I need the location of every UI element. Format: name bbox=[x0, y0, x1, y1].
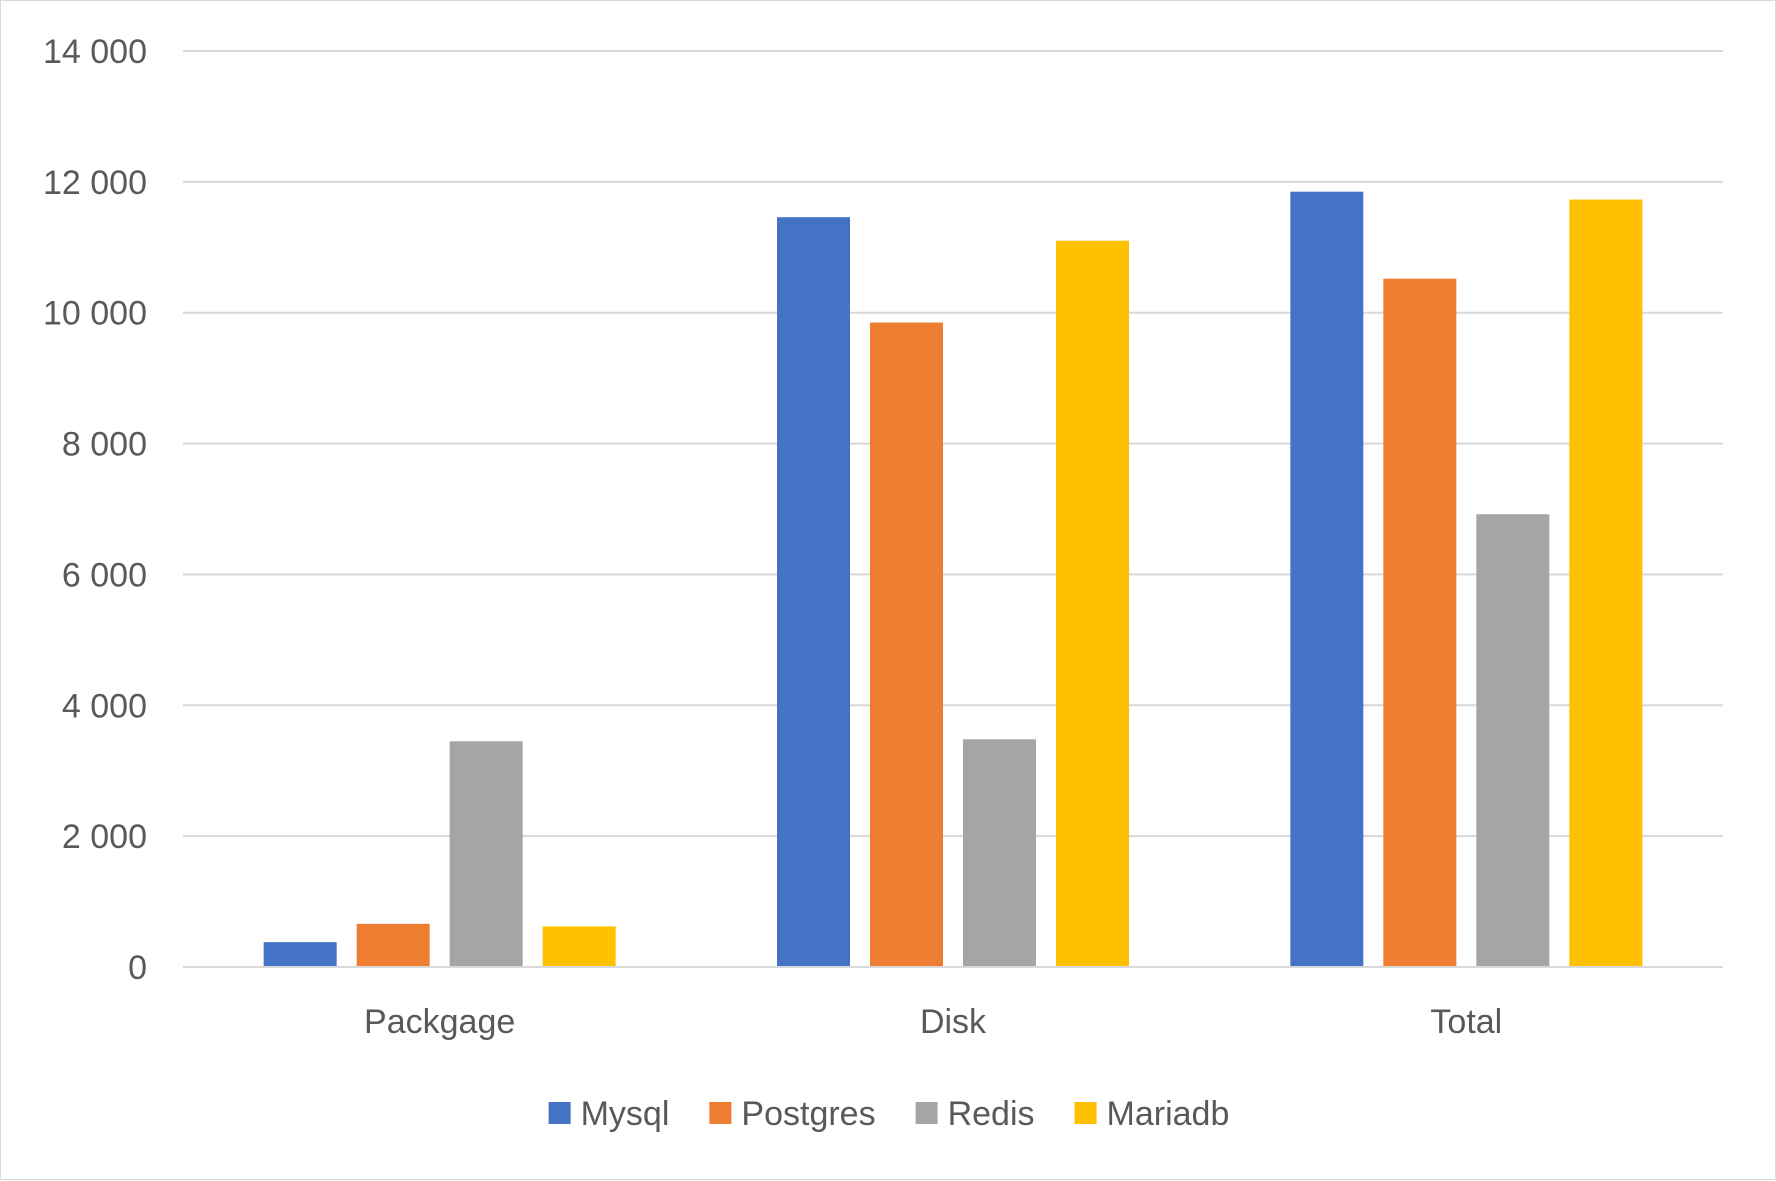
category-label: Total bbox=[1430, 1003, 1502, 1041]
legend: Mysql Postgres Redis Mariadb bbox=[548, 1095, 1230, 1133]
y-tick-label: 2 000 bbox=[62, 818, 147, 856]
legend-swatch bbox=[1074, 1102, 1097, 1124]
y-tick-label: 8 000 bbox=[62, 426, 147, 464]
y-tick-label: 4 000 bbox=[62, 687, 147, 725]
bar-postgres-packgage bbox=[356, 923, 430, 967]
legend-label: Mariadb bbox=[1107, 1095, 1230, 1133]
bar-mariadb-disk bbox=[1056, 240, 1129, 967]
bar-postgres-disk bbox=[870, 322, 943, 967]
legend-item-postgres: Postgres bbox=[709, 1095, 876, 1133]
bar-redis-packgage bbox=[449, 741, 523, 967]
bar-mysql-total bbox=[1290, 191, 1364, 967]
legend-item-mysql: Mysql bbox=[548, 1095, 670, 1133]
bar-mysql-disk bbox=[777, 217, 850, 967]
legend-label: Postgres bbox=[741, 1095, 875, 1133]
legend-item-redis: Redis bbox=[915, 1095, 1035, 1133]
bar-postgres-total bbox=[1383, 278, 1457, 968]
bar-mariadb-packgage bbox=[542, 926, 616, 967]
legend-swatch bbox=[915, 1102, 938, 1124]
category-label: Disk bbox=[920, 1003, 987, 1041]
bar-redis-disk bbox=[963, 739, 1036, 967]
category-label: Packgage bbox=[364, 1003, 515, 1041]
legend-label: Redis bbox=[948, 1095, 1035, 1133]
y-tick-label: 0 bbox=[128, 949, 147, 987]
y-tick-label: 14 000 bbox=[43, 33, 147, 71]
y-tick-label: 12 000 bbox=[43, 164, 147, 202]
bar-mysql-packgage bbox=[263, 942, 337, 967]
bar-redis-total bbox=[1476, 514, 1550, 967]
gridlines bbox=[183, 50, 1723, 838]
legend-swatch bbox=[709, 1102, 732, 1124]
legend-swatch bbox=[548, 1102, 571, 1124]
y-tick-label: 6 000 bbox=[62, 556, 147, 594]
y-axis-tick-labels: 0 2 000 4 000 6 000 8 000 10 000 12 000 14 000 bbox=[43, 33, 147, 987]
y-tick-label: 10 000 bbox=[43, 295, 147, 333]
legend-label: Mysql bbox=[581, 1095, 670, 1133]
bars bbox=[263, 191, 1643, 968]
bar-mariadb-total bbox=[1569, 199, 1643, 968]
legend-item-mariadb: Mariadb bbox=[1074, 1095, 1230, 1133]
category-labels: Packgage Disk Total bbox=[364, 1003, 1502, 1041]
